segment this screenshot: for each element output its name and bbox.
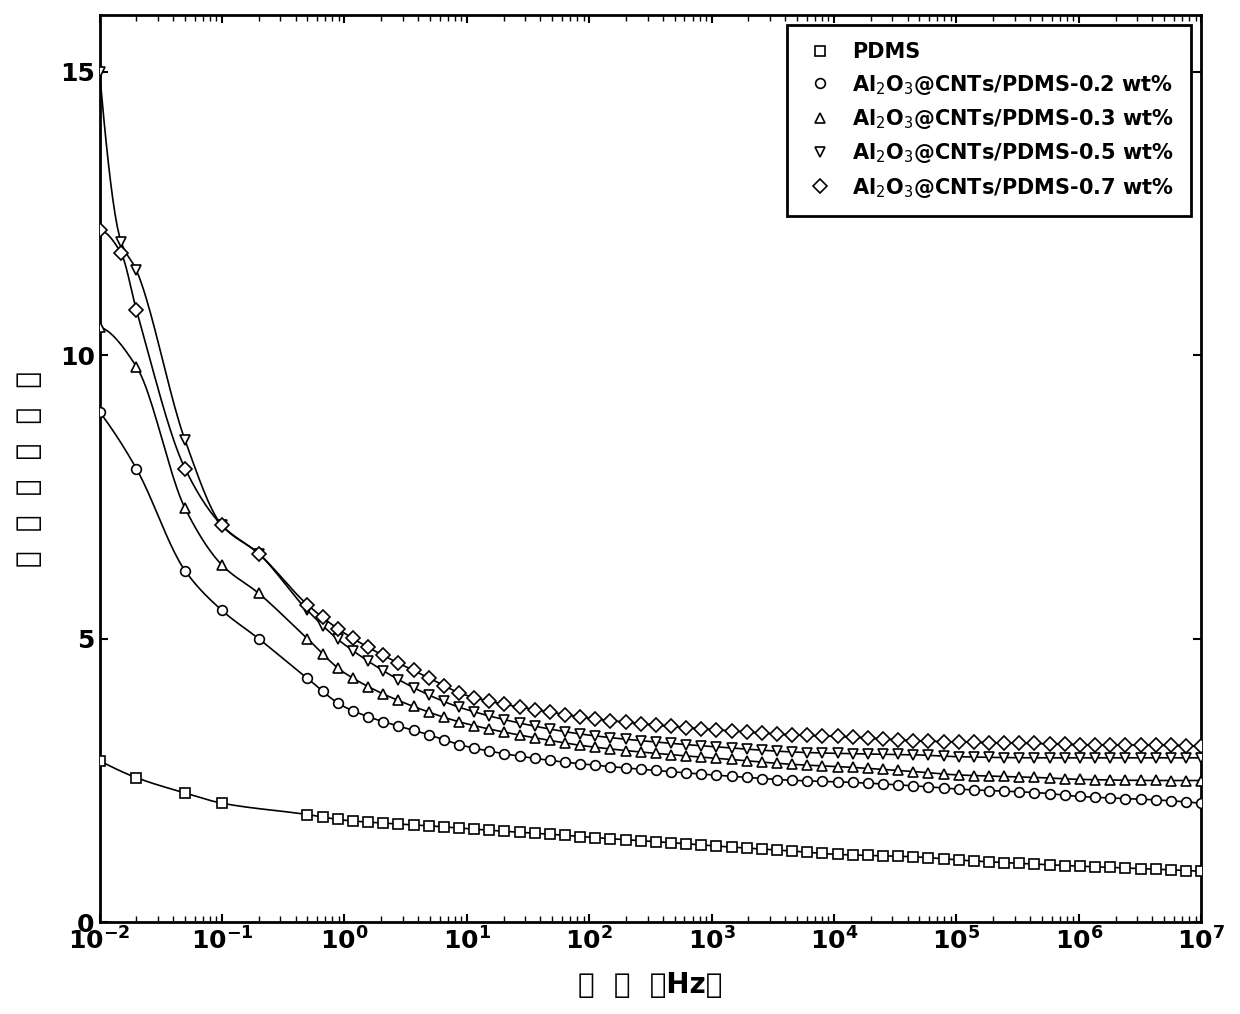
Al$_2$O$_3$@CNTs/PDMS-0.2 wt%	[634, 764, 649, 776]
Al$_2$O$_3$@CNTs/PDMS-0.5 wt%	[1042, 751, 1056, 764]
PDMS	[846, 849, 861, 861]
Al$_2$O$_3$@CNTs/PDMS-0.3 wt%	[724, 753, 739, 766]
Y-axis label: 相  对  介  电  常  数: 相 对 介 电 常 数	[15, 371, 43, 567]
Al$_2$O$_3$@CNTs/PDMS-0.2 wt%	[92, 406, 107, 418]
Al$_2$O$_3$@CNTs/PDMS-0.7 wt%	[92, 224, 107, 236]
Al$_2$O$_3$@CNTs/PDMS-0.7 wt%	[361, 641, 376, 653]
Al$_2$O$_3$@CNTs/PDMS-0.7 wt%	[982, 736, 997, 748]
Line: PDMS: PDMS	[94, 755, 1207, 876]
Al$_2$O$_3$@CNTs/PDMS-0.5 wt%	[252, 548, 267, 560]
Al$_2$O$_3$@CNTs/PDMS-0.2 wt%	[1058, 789, 1073, 801]
Legend: PDMS, Al$_2$O$_3$@CNTs/PDMS-0.2 wt%, Al$_2$O$_3$@CNTs/PDMS-0.3 wt%, Al$_2$O$_3$@: PDMS, Al$_2$O$_3$@CNTs/PDMS-0.2 wt%, Al$…	[787, 25, 1190, 216]
Al$_2$O$_3$@CNTs/PDMS-0.2 wt%	[724, 771, 739, 783]
PDMS	[1194, 865, 1209, 877]
Al$_2$O$_3$@CNTs/PDMS-0.7 wt%	[1118, 739, 1133, 751]
Al$_2$O$_3$@CNTs/PDMS-0.3 wt%	[1148, 775, 1163, 787]
Line: Al$_2$O$_3$@CNTs/PDMS-0.3 wt%: Al$_2$O$_3$@CNTs/PDMS-0.3 wt%	[94, 322, 1207, 786]
Line: Al$_2$O$_3$@CNTs/PDMS-0.7 wt%: Al$_2$O$_3$@CNTs/PDMS-0.7 wt%	[94, 226, 1207, 751]
Al$_2$O$_3$@CNTs/PDMS-0.5 wt%	[982, 751, 997, 764]
Al$_2$O$_3$@CNTs/PDMS-0.3 wt%	[92, 320, 107, 333]
Al$_2$O$_3$@CNTs/PDMS-0.5 wt%	[634, 734, 649, 746]
Al$_2$O$_3$@CNTs/PDMS-0.3 wt%	[451, 716, 466, 728]
Al$_2$O$_3$@CNTs/PDMS-0.5 wt%	[92, 66, 107, 78]
Al$_2$O$_3$@CNTs/PDMS-0.7 wt%	[451, 686, 466, 699]
Al$_2$O$_3$@CNTs/PDMS-0.2 wt%	[451, 738, 466, 750]
Al$_2$O$_3$@CNTs/PDMS-0.7 wt%	[512, 701, 527, 713]
Al$_2$O$_3$@CNTs/PDMS-0.3 wt%	[1058, 773, 1073, 785]
Al$_2$O$_3$@CNTs/PDMS-0.5 wt%	[451, 701, 466, 713]
PDMS	[861, 850, 875, 862]
PDMS	[634, 835, 649, 847]
Al$_2$O$_3$@CNTs/PDMS-0.3 wt%	[1163, 775, 1178, 787]
Al$_2$O$_3$@CNTs/PDMS-0.3 wt%	[634, 746, 649, 758]
Al$_2$O$_3$@CNTs/PDMS-0.5 wt%	[1133, 751, 1148, 764]
Al$_2$O$_3$@CNTs/PDMS-0.2 wt%	[512, 750, 527, 763]
PDMS	[361, 816, 376, 828]
PDMS	[770, 844, 785, 856]
Al$_2$O$_3$@CNTs/PDMS-0.5 wt%	[1194, 751, 1209, 764]
PDMS	[709, 840, 724, 852]
Line: Al$_2$O$_3$@CNTs/PDMS-0.5 wt%: Al$_2$O$_3$@CNTs/PDMS-0.5 wt%	[94, 67, 1207, 763]
Line: Al$_2$O$_3$@CNTs/PDMS-0.2 wt%: Al$_2$O$_3$@CNTs/PDMS-0.2 wt%	[94, 407, 1207, 808]
Al$_2$O$_3$@CNTs/PDMS-0.2 wt%	[1194, 797, 1209, 809]
Al$_2$O$_3$@CNTs/PDMS-0.3 wt%	[1194, 775, 1209, 787]
Al$_2$O$_3$@CNTs/PDMS-0.2 wt%	[1163, 795, 1178, 807]
Al$_2$O$_3$@CNTs/PDMS-0.7 wt%	[1194, 740, 1209, 752]
Al$_2$O$_3$@CNTs/PDMS-0.7 wt%	[634, 718, 649, 730]
X-axis label: 频  率  （Hz）: 频 率 （Hz）	[578, 971, 723, 999]
PDMS	[92, 754, 107, 767]
Al$_2$O$_3$@CNTs/PDMS-0.3 wt%	[512, 729, 527, 741]
Al$_2$O$_3$@CNTs/PDMS-0.5 wt%	[512, 717, 527, 729]
